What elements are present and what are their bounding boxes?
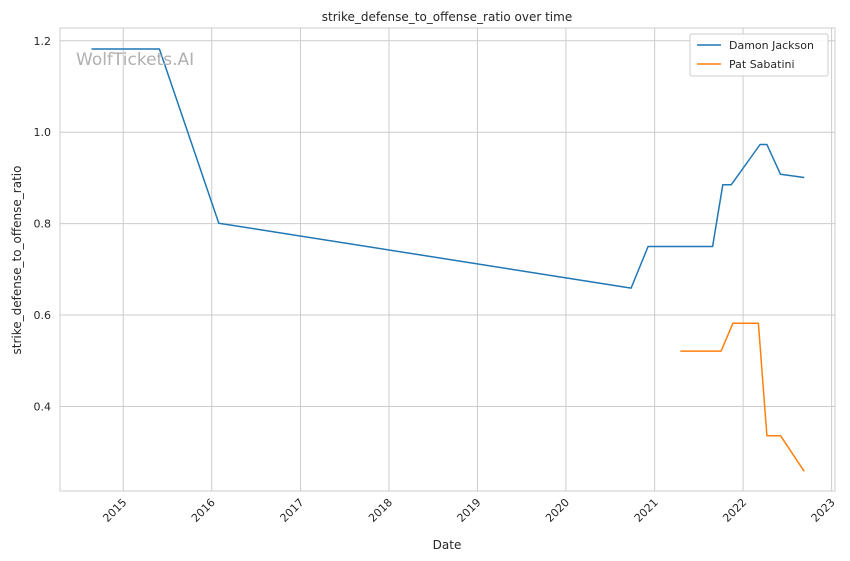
x-tick-label: 2022 <box>720 496 749 525</box>
y-tick-label: 1.2 <box>34 35 52 48</box>
x-tick-label: 2020 <box>543 496 572 525</box>
legend-box <box>689 33 829 77</box>
chart-title: strike_defense_to_offense_ratio over tim… <box>322 10 572 24</box>
x-tick-label: 2016 <box>189 496 218 525</box>
plot-area-frame <box>59 27 836 492</box>
legend-label-damon-jackson: Damon Jackson <box>729 39 814 52</box>
series-lines <box>91 48 805 472</box>
watermark: WolfTickets.AI <box>76 50 194 70</box>
x-tick-label: 2017 <box>278 496 307 525</box>
series-line-pat-sabatini <box>680 322 805 472</box>
x-tick-label: 2023 <box>809 496 838 525</box>
x-tick-label: 2015 <box>100 496 129 525</box>
x-tick-label: 2018 <box>366 496 395 525</box>
x-axis-title: Date <box>433 538 462 552</box>
y-tick-label: 0.6 <box>34 309 52 322</box>
legend-label-pat-sabatini: Pat Sabatini <box>729 58 795 71</box>
y-tick-label: 0.8 <box>34 218 52 231</box>
y-tick-label: 0.4 <box>34 400 52 413</box>
y-tick-label: 1.0 <box>34 126 52 139</box>
axis-ticks: 2015 2016 2017 2018 2019 2020 2021 2022 2023 0.4 0… <box>34 35 838 525</box>
x-tick-label: 2019 <box>455 496 484 525</box>
y-axis-title: strike_defense_to_offense_ratio <box>10 166 24 355</box>
legend: Damon Jackson Pat Sabatini <box>689 33 829 77</box>
x-tick-label: 2021 <box>632 496 661 525</box>
series-line-damon-jackson <box>91 48 805 289</box>
